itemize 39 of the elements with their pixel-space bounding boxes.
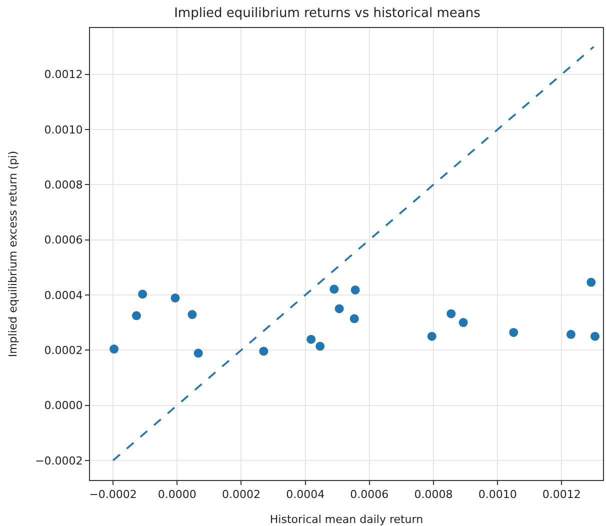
y-tick-label: 0.0010 <box>44 123 83 136</box>
point <box>586 278 596 287</box>
x-tick-label: 0.0010 <box>478 488 517 502</box>
point <box>138 290 148 299</box>
point <box>110 344 119 354</box>
x-tick-label: 0.0004 <box>286 488 325 502</box>
point <box>132 311 141 320</box>
point <box>334 304 344 314</box>
y-tick-label: 0.0012 <box>44 68 83 82</box>
chart-title: Implied equilibrium returns vs historical means <box>174 6 481 21</box>
y-tick-label: 0.0004 <box>44 288 83 302</box>
y-tick-label: 0.0008 <box>44 178 83 192</box>
x-tick-label: 0.0008 <box>414 488 453 502</box>
y-tick-label: 0.0000 <box>44 399 83 412</box>
point <box>188 310 197 320</box>
point <box>350 314 359 324</box>
x-tick-label: 0.0012 <box>542 488 581 502</box>
y-tick-label: 0.0002 <box>44 344 83 357</box>
point <box>170 293 180 302</box>
point <box>590 332 600 341</box>
point <box>259 346 268 356</box>
y-tick-label: 0.0006 <box>44 234 83 247</box>
point <box>194 348 203 358</box>
x-tick-label: 0.0006 <box>350 488 389 502</box>
point <box>566 330 576 339</box>
point <box>509 328 518 337</box>
point <box>427 332 436 341</box>
point <box>458 318 468 328</box>
x-tick-label: 0.0002 <box>222 488 260 502</box>
point <box>446 309 456 318</box>
x-axis-title: Historical mean daily return <box>270 513 424 526</box>
point <box>316 342 325 351</box>
y-axis-title: Implied equilibrium excess return (pi) <box>6 150 20 358</box>
y-tick-label: −0.0002 <box>35 454 83 468</box>
point <box>330 284 339 294</box>
point <box>350 285 360 294</box>
x-tick-label: −0.0002 <box>89 488 137 502</box>
point <box>306 334 316 344</box>
x-tick-label: 0.0000 <box>158 488 196 502</box>
